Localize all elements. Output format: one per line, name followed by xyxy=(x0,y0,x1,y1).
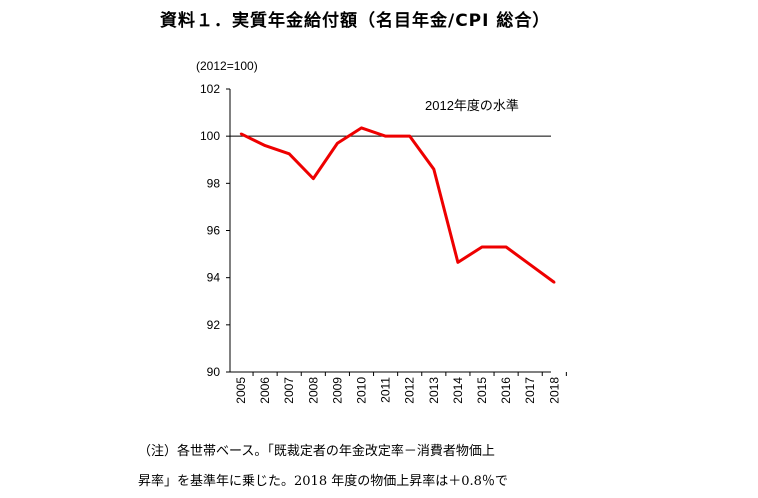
x-tick-label: 2014 xyxy=(451,377,465,404)
y-tick-label: 102 xyxy=(200,82,220,96)
annotation-2012-level: 2012年度の水準 xyxy=(425,98,519,113)
chart-title: 資料１．実質年金給付額（名目年金/CPI 総合） xyxy=(160,11,551,31)
x-tick-label: 2010 xyxy=(355,377,369,404)
data-point xyxy=(529,263,532,266)
x-tick-label: 2015 xyxy=(475,377,489,404)
line-chart: (2012=100) 90 92 94 96 98 100 102 2005 2006 2007… xyxy=(196,59,567,404)
data-point xyxy=(432,167,435,171)
data-point xyxy=(480,245,484,249)
y-tick-label: 94 xyxy=(207,271,221,285)
x-tick-label: 2006 xyxy=(258,377,272,404)
data-point xyxy=(360,126,363,130)
x-tick-label: 2007 xyxy=(282,377,296,404)
y-axis-ticks: 90 92 94 96 98 100 102 xyxy=(200,82,230,379)
y-tick-label: 90 xyxy=(207,365,221,379)
axes xyxy=(229,89,551,373)
data-point xyxy=(336,142,339,145)
y-tick-label: 92 xyxy=(207,318,221,332)
x-tick-label: 2009 xyxy=(330,377,344,404)
data-point xyxy=(288,152,291,156)
series-line xyxy=(240,126,556,284)
series-points xyxy=(239,126,556,284)
x-tick-label: 2013 xyxy=(427,377,441,404)
unit-label: (2012=100) xyxy=(196,59,258,73)
data-point xyxy=(553,281,556,284)
x-axis-ticks: 2005 2006 2007 2008 2009 2010 2011 2012 2013 2014… xyxy=(234,372,567,404)
data-point xyxy=(312,177,315,180)
x-tick-label: 2016 xyxy=(499,377,513,404)
data-point xyxy=(384,134,387,138)
x-tick-label: 2008 xyxy=(306,377,320,404)
data-point xyxy=(239,132,243,136)
x-tick-label: 2011 xyxy=(379,377,393,403)
note-line-2: 昇率」を基準年に乗じた。2018 年度の物価上昇率は＋0.8％で xyxy=(138,474,508,489)
y-tick-label: 96 xyxy=(207,224,221,238)
data-point xyxy=(456,261,460,264)
data-point xyxy=(263,144,267,147)
x-tick-label: 2005 xyxy=(234,377,248,404)
x-tick-label: 2017 xyxy=(523,377,537,404)
y-tick-label: 98 xyxy=(207,176,221,190)
x-tick-label: 2018 xyxy=(547,377,561,404)
note-line-1: （注）各世帯ベース。「既裁定者の年金改定率－消費者物価上 xyxy=(138,444,495,459)
x-tick-label: 2012 xyxy=(403,377,417,404)
data-point xyxy=(504,245,508,249)
y-tick-label: 100 xyxy=(200,129,220,143)
data-point xyxy=(408,134,411,138)
